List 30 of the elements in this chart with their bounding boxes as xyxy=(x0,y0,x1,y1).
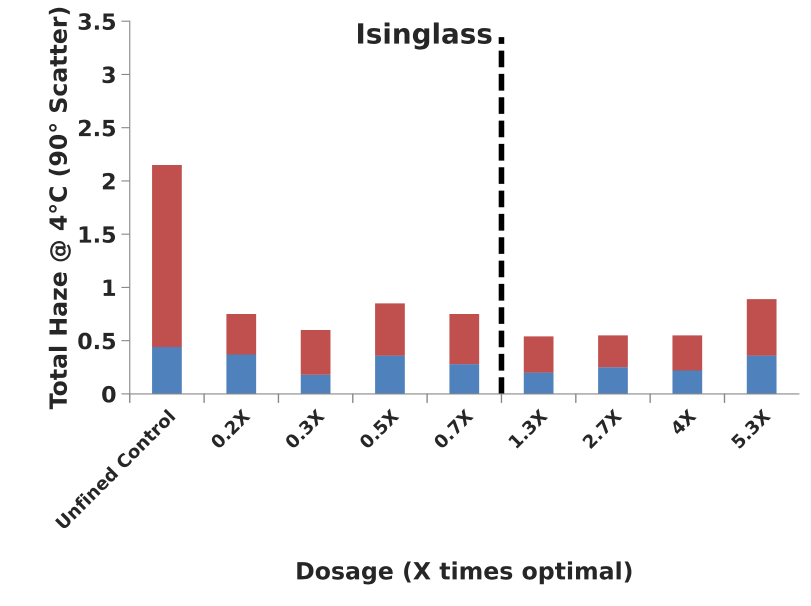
bar xyxy=(524,336,554,373)
bar xyxy=(598,335,628,368)
y-tick-label: 2 xyxy=(102,172,115,190)
bar xyxy=(524,372,554,394)
bar xyxy=(300,330,330,375)
annotation: Isinglass xyxy=(358,22,492,50)
bar xyxy=(746,356,777,394)
bar xyxy=(226,314,256,354)
bar xyxy=(375,303,405,356)
bar xyxy=(300,374,330,394)
y-tick-label: 3 xyxy=(102,66,115,84)
bar xyxy=(672,335,702,370)
bar xyxy=(449,314,480,364)
bar xyxy=(226,354,256,394)
y-axis-title: Total Haze @ 4°C (90° Scatter) xyxy=(48,8,71,410)
y-tick-label: 0.5 xyxy=(78,332,116,350)
bar xyxy=(152,347,182,394)
y-tick-label: 1 xyxy=(104,280,116,296)
bar xyxy=(746,299,777,356)
bar xyxy=(672,370,702,394)
x-axis-title: Dosage (X times optimal) xyxy=(297,561,632,584)
y-tick-label: 1.5 xyxy=(80,226,116,243)
bar xyxy=(598,367,628,394)
y-tick-label: 2.5 xyxy=(78,120,116,136)
x-tick-label: 4X xyxy=(670,408,697,436)
bar xyxy=(449,364,480,394)
bar xyxy=(375,356,405,394)
bar xyxy=(152,164,182,348)
y-tick-label: 0 xyxy=(102,386,116,403)
y-tick-label: 3.5 xyxy=(78,13,116,30)
